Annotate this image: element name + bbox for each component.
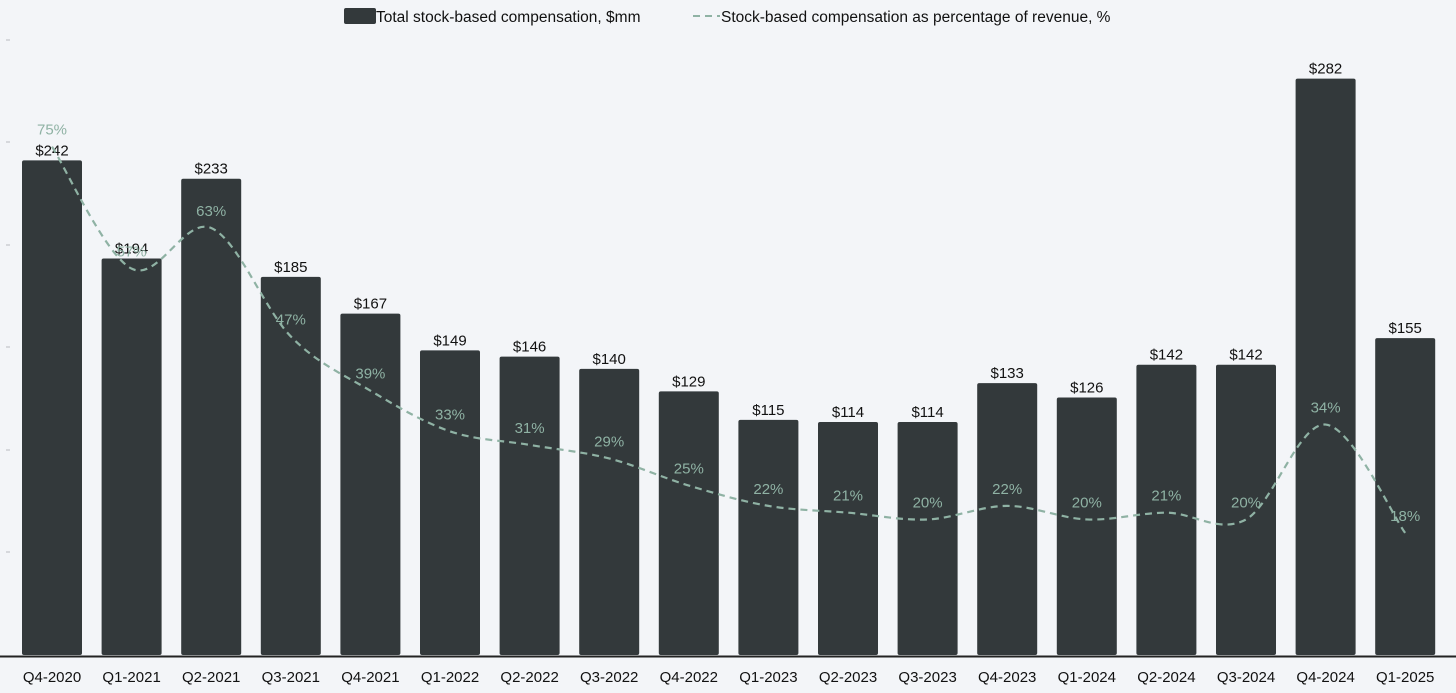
x-tick-label: Q1-2022 bbox=[421, 669, 479, 686]
x-tick-label: Q4-2021 bbox=[341, 669, 399, 686]
bar-series bbox=[22, 78, 1436, 656]
bar-q2-2021 bbox=[181, 178, 242, 655]
percentage-value-label: 29% bbox=[594, 433, 624, 450]
percentage-value-label: 20% bbox=[1072, 494, 1102, 511]
x-tick-label: Q1-2025 bbox=[1376, 669, 1434, 686]
legend-swatch-bar bbox=[344, 8, 376, 24]
bar-q3-2024 bbox=[1216, 364, 1276, 655]
percentage-value-label: 39% bbox=[355, 366, 385, 383]
bar-value-label: $194 bbox=[115, 240, 148, 257]
y-axis-ticks bbox=[6, 39, 10, 553]
bar-value-label: $282 bbox=[1309, 61, 1342, 78]
bar-value-label: $142 bbox=[1229, 347, 1262, 364]
bar-q4-2020 bbox=[22, 160, 82, 656]
x-tick-label: Q4-2022 bbox=[660, 669, 718, 686]
x-tick-label: Q3-2022 bbox=[580, 669, 638, 686]
bar-q3-2023 bbox=[897, 421, 958, 655]
x-tick-label: Q4-2020 bbox=[23, 669, 81, 686]
legend-label-line: Stock-based compensation as percentage o… bbox=[721, 9, 1111, 26]
x-tick-label: Q2-2022 bbox=[500, 669, 558, 686]
percentage-value-label: 20% bbox=[1231, 494, 1261, 511]
x-tick-label: Q2-2023 bbox=[819, 669, 877, 686]
bar-q4-2022 bbox=[658, 391, 719, 655]
bar-q4-2021 bbox=[340, 313, 401, 655]
bar-q1-2021 bbox=[101, 258, 162, 655]
bar-value-label: $126 bbox=[1070, 379, 1103, 396]
bar-value-label: $233 bbox=[195, 161, 228, 178]
bar-value-label: $129 bbox=[672, 373, 705, 390]
x-tick-label: Q1-2024 bbox=[1058, 669, 1116, 686]
percentage-value-label: 22% bbox=[753, 481, 783, 498]
x-tick-label: Q2-2024 bbox=[1137, 669, 1195, 686]
bar-q3-2022 bbox=[579, 368, 640, 655]
bar-q4-2024 bbox=[1295, 78, 1356, 656]
x-tick-label: Q3-2021 bbox=[262, 669, 320, 686]
percentage-value-label: 33% bbox=[435, 406, 465, 423]
bar-value-label: $155 bbox=[1389, 320, 1422, 337]
bar-q4-2023 bbox=[977, 383, 1038, 655]
percentage-value-label: 21% bbox=[833, 488, 863, 505]
x-tick-label: Q1-2021 bbox=[102, 669, 160, 686]
percentage-value-label: 18% bbox=[1390, 508, 1420, 525]
percentage-value-label: 21% bbox=[1151, 488, 1181, 505]
percentage-value-label: 47% bbox=[276, 311, 306, 328]
percentage-value-label: 34% bbox=[1311, 400, 1341, 417]
bar-value-label: $146 bbox=[513, 339, 546, 356]
bar-q2-2022 bbox=[499, 356, 560, 655]
bar-value-label: $115 bbox=[752, 402, 784, 419]
percentage-value-label: 75% bbox=[37, 122, 67, 139]
bar-q2-2024 bbox=[1136, 364, 1197, 655]
bar-value-label: $133 bbox=[991, 365, 1024, 382]
x-tick-label: Q3-2023 bbox=[898, 669, 956, 686]
bar-value-labels: $242 $194 $233 $185 $167 $149 $146 $140 $129 $115… bbox=[35, 61, 1422, 421]
percentage-value-label: 25% bbox=[674, 461, 704, 478]
percentage-value-label: 22% bbox=[992, 481, 1022, 498]
percentage-value-label: 63% bbox=[196, 203, 226, 220]
bar-value-label: $149 bbox=[433, 332, 466, 349]
percentage-value-label: 31% bbox=[515, 420, 545, 437]
percentage-line bbox=[51, 146, 1407, 534]
bar-value-label: $114 bbox=[911, 404, 943, 421]
x-tick-label: Q3-2024 bbox=[1217, 669, 1275, 686]
bar-q3-2021 bbox=[260, 276, 321, 655]
bar-q1-2023 bbox=[738, 419, 799, 655]
bar-q2-2023 bbox=[818, 421, 878, 655]
bar-value-label: $167 bbox=[354, 296, 387, 313]
bar-value-label: $114 bbox=[832, 404, 864, 421]
bar-q1-2025 bbox=[1375, 338, 1436, 655]
x-tick-label: Q1-2023 bbox=[739, 669, 797, 686]
percentage-value-label: 20% bbox=[913, 494, 943, 511]
x-tick-label: Q2-2021 bbox=[182, 669, 240, 686]
x-tick-label: Q4-2024 bbox=[1296, 669, 1354, 686]
bar-q1-2022 bbox=[420, 350, 480, 655]
legend: Total stock-based compensation, $mm Stoc… bbox=[344, 8, 1111, 26]
x-axis-tick-labels: Q4-2020 Q1-2021 Q2-2021 Q3-2021 Q4-2021 Q1-20… bbox=[23, 669, 1435, 686]
x-tick-label: Q4-2023 bbox=[978, 669, 1036, 686]
percentage-line-series bbox=[51, 146, 1407, 534]
legend-label-bar: Total stock-based compensation, $mm bbox=[376, 9, 640, 26]
bar-value-label: $185 bbox=[274, 259, 307, 276]
bar-value-label: $242 bbox=[35, 142, 68, 159]
percentage-value-labels: 75% 57% 63% 47% 39% 33% 31% 29% 25% 22% 21% 20% 22% 2… bbox=[37, 122, 1420, 525]
percentage-value-label: 57% bbox=[117, 244, 147, 261]
bar-value-label: $142 bbox=[1150, 347, 1183, 364]
bar-q1-2024 bbox=[1056, 397, 1117, 655]
bar-value-label: $140 bbox=[593, 351, 626, 368]
